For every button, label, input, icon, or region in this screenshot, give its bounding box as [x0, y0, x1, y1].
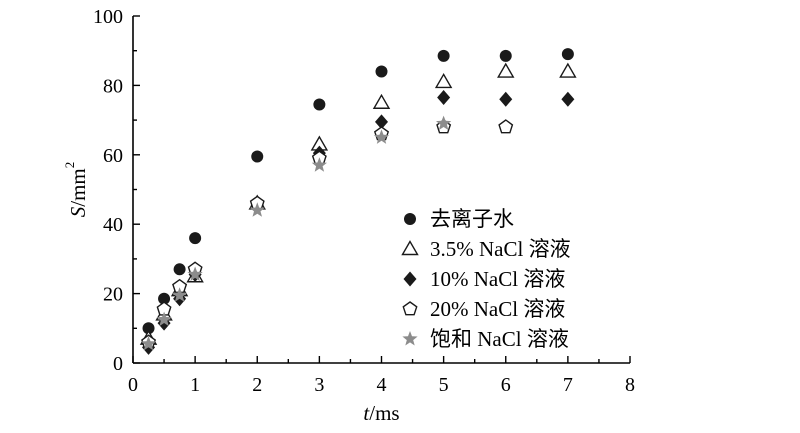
data-point: [561, 48, 574, 61]
data-point: [251, 150, 264, 163]
data-point: [437, 90, 451, 106]
data-point: [249, 202, 265, 217]
data-point: [313, 98, 326, 111]
data-point: [373, 129, 390, 144]
data-point: [172, 287, 188, 302]
legend-marker: [402, 331, 418, 346]
data-point: [499, 49, 512, 62]
data-point: [436, 115, 452, 130]
data-point: [140, 335, 157, 351]
legend-item: 3.5% NaCl 溶液: [401, 237, 571, 261]
data-point: [187, 266, 203, 281]
y-tick-label: 60: [103, 145, 123, 167]
legend-label: 饱和 NaCl 溶液: [430, 327, 569, 351]
x-tick-label: 1: [190, 374, 200, 396]
legend-label: 10% NaCl 溶液: [430, 267, 565, 291]
x-tick-label: 4: [377, 374, 387, 396]
data-point: [437, 49, 450, 62]
y-axis-label: S/mm2: [62, 162, 90, 218]
x-tick-label: 3: [314, 374, 324, 396]
legend-marker: [403, 271, 417, 287]
data-point: [434, 73, 453, 89]
y-tick-label: 0: [113, 353, 123, 375]
data-point: [559, 62, 577, 78]
y-tick-label: 20: [103, 284, 123, 306]
x-tick-label: 8: [625, 374, 635, 396]
data-point: [499, 91, 513, 107]
x-axis-label: t/ms: [363, 401, 399, 425]
data-point: [497, 62, 515, 78]
y-tick-label: 100: [93, 6, 123, 28]
x-tick-label: 6: [501, 374, 511, 396]
data-point: [372, 93, 391, 109]
data-point: [158, 292, 171, 305]
legend-item: 10% NaCl 溶液: [403, 267, 565, 291]
legend-label: 20% NaCl 溶液: [430, 297, 565, 321]
legend-marker: [402, 301, 418, 316]
legend-item: 饱和 NaCl 溶液: [402, 327, 569, 351]
x-axis-ticks: 0 1 2 3 4 5 6 7 8: [128, 356, 635, 396]
y-tick-label: 40: [103, 214, 123, 236]
legend-item: 20% NaCl 溶液: [402, 297, 565, 321]
y-axis-ticks: 0 20 40 60 80 100: [93, 6, 140, 375]
data-point: [189, 232, 202, 245]
x-tick-label: 2: [252, 374, 262, 396]
x-tick-label: 7: [563, 374, 573, 396]
legend-item: 去离子水: [404, 207, 514, 231]
y-axis-label-unit: /mm: [66, 168, 90, 207]
legend-marker: [404, 213, 416, 225]
legend-marker: [401, 240, 419, 256]
data-point: [173, 263, 186, 276]
series-5: [140, 115, 452, 351]
y-tick-label: 80: [103, 75, 123, 97]
data-point: [375, 65, 388, 78]
x-axis-label-unit: /ms: [369, 401, 399, 425]
data-point: [311, 157, 327, 172]
x-tick-label: 0: [128, 374, 138, 396]
data-point: [498, 119, 514, 134]
legend: 去离子水 3.5% NaCl 溶液 10% NaCl 溶液 20% NaCl 溶液饱和…: [401, 207, 571, 351]
x-axis-label-symbol: t: [363, 401, 370, 425]
data-points: [139, 48, 577, 355]
y-axis-label-symbol: S: [66, 206, 90, 217]
series-1: [142, 48, 574, 335]
data-point: [142, 322, 155, 335]
data-point: [375, 114, 388, 130]
y-axis-label-superscript: 2: [62, 162, 77, 169]
legend-label: 3.5% NaCl 溶液: [430, 237, 571, 261]
data-point: [156, 311, 172, 327]
legend-label: 去离子水: [430, 207, 514, 231]
data-point: [561, 91, 575, 107]
x-tick-label: 5: [439, 374, 449, 396]
